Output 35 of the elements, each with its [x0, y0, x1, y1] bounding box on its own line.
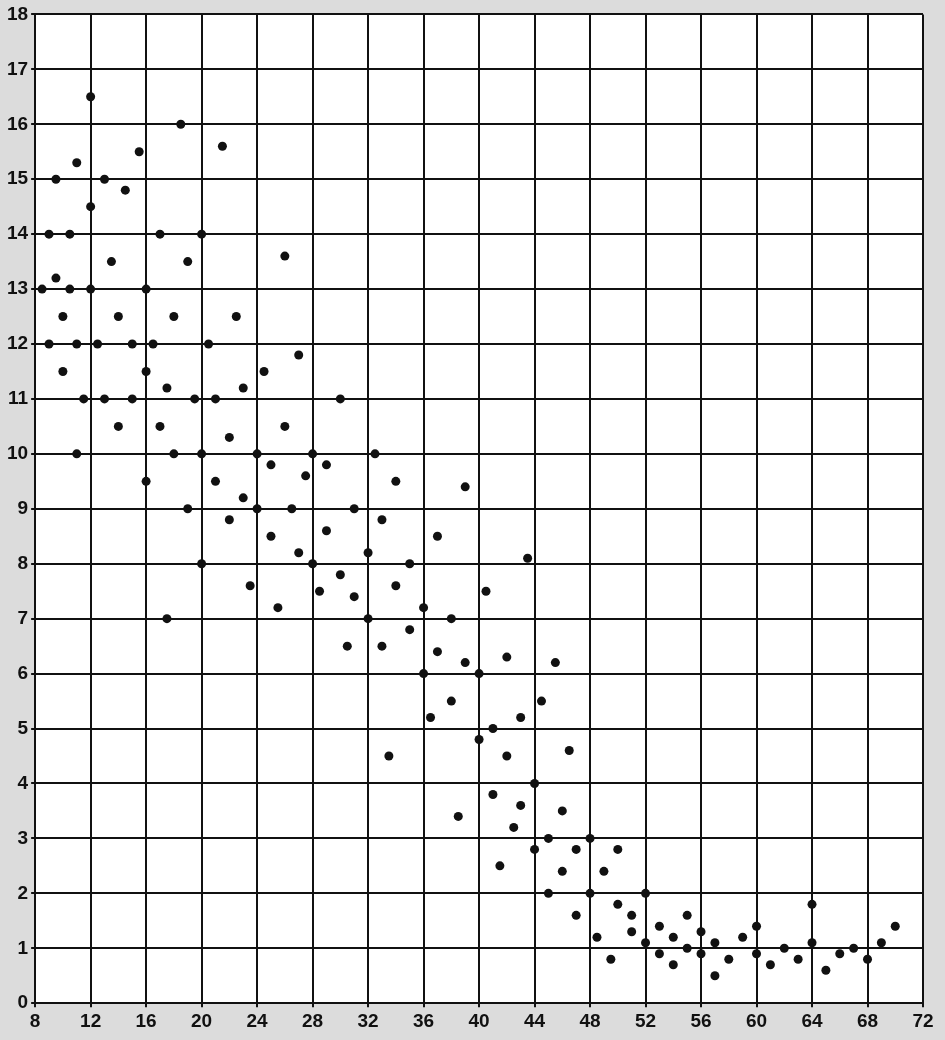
- y-tick-label: 0: [17, 991, 29, 1013]
- y-tick-label: 15: [6, 167, 29, 189]
- x-tick-label: 68: [856, 1009, 879, 1031]
- y-tick-label: 7: [17, 606, 29, 628]
- y-tick-label: 8: [17, 551, 29, 573]
- y-tick-label: 10: [6, 442, 29, 464]
- x-tick-label: 40: [468, 1009, 490, 1031]
- x-tick-label: 64: [801, 1009, 824, 1031]
- y-tick-label: 14: [6, 222, 29, 244]
- y-tick-label: 12: [6, 332, 29, 354]
- x-tick-label: 48: [579, 1009, 601, 1031]
- y-tick-label: 13: [6, 277, 29, 299]
- y-tick-label: 18: [6, 2, 29, 24]
- y-tick-label: 3: [17, 826, 29, 848]
- y-tick-label: 1: [17, 936, 29, 958]
- x-tick-label: 60: [745, 1009, 768, 1031]
- x-tick-label: 20: [191, 1009, 213, 1031]
- y-tick-label: 17: [6, 57, 29, 79]
- x-tick-label: 72: [912, 1009, 934, 1031]
- y-tick-label: 9: [17, 497, 29, 519]
- x-tick-label: 56: [690, 1009, 712, 1031]
- y-tick-label: 5: [17, 716, 29, 738]
- x-tick-label: 12: [80, 1009, 102, 1031]
- x-tick-label: 52: [634, 1009, 657, 1031]
- y-tick-label: 6: [17, 661, 29, 683]
- x-tick-label: 44: [523, 1009, 546, 1031]
- x-tick-label: 28: [302, 1009, 324, 1031]
- y-tick-label: 11: [8, 387, 29, 409]
- x-tick-label: 32: [357, 1009, 379, 1031]
- y-tick-label: 2: [17, 881, 29, 903]
- x-tick-label: 16: [135, 1009, 157, 1031]
- x-tick-label: 36: [413, 1009, 435, 1031]
- x-tick-label: 24: [246, 1009, 269, 1031]
- y-tick-label: 4: [17, 771, 29, 793]
- y-tick-label: 16: [6, 112, 29, 134]
